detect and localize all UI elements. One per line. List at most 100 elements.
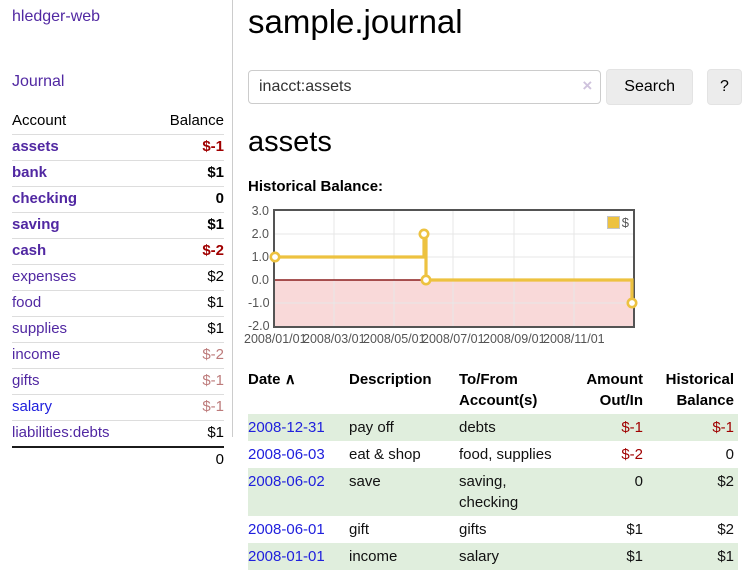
register-row: 2008-06-03 eat & shop food, supplies $-2… [248, 441, 738, 468]
account-row-supplies: supplies $1 [12, 316, 224, 343]
legend-label: $ [621, 215, 629, 230]
account-balance: $1 [207, 294, 224, 311]
x-tick-label: 2008/11/01 [543, 332, 605, 346]
register-header-row: Date ∧ Description To/From Account(s) Am… [248, 366, 738, 414]
x-tick-label: 2008/01/01 [244, 332, 307, 346]
search-button[interactable]: Search [606, 69, 693, 105]
transaction-amount: $1 [626, 548, 643, 565]
brand-link[interactable]: hledger-web [12, 8, 101, 25]
transaction-accounts: saving, checking [459, 473, 519, 511]
register-row: 2008-12-31 pay off debts $-1 $-1 [248, 414, 738, 441]
register-row: 2008-06-02 save saving, checking 0 $2 [248, 468, 738, 516]
account-link-income[interactable]: income [12, 346, 61, 363]
account-row-salary: salary $-1 [12, 394, 224, 421]
search-input-wrap: × [248, 70, 602, 104]
transaction-amount: $-1 [621, 419, 643, 436]
transaction-date-link[interactable]: 2008-06-03 [248, 446, 325, 463]
account-balance: $-1 [202, 398, 224, 415]
account-row-gifts: gifts $-1 [12, 368, 224, 395]
account-row-food: food $1 [12, 290, 224, 317]
account-balance: $-2 [202, 242, 224, 259]
register-header-account: To/From Account(s) [459, 371, 538, 409]
help-button[interactable]: ? [707, 69, 742, 105]
transaction-amount: $-2 [621, 446, 643, 463]
register-header-amount: Amount Out/In [586, 371, 643, 409]
account-link-expenses[interactable]: expenses [12, 268, 77, 285]
register-header-description: Description [349, 371, 432, 388]
y-tick-label: -2.0 [248, 319, 270, 333]
y-tick-label: -1.0 [248, 296, 270, 310]
transaction-amount: 0 [634, 473, 643, 490]
transaction-date-link[interactable]: 2008-06-01 [248, 521, 325, 538]
account-link-assets[interactable]: assets [12, 138, 59, 155]
y-tick-label: 0.0 [251, 273, 269, 287]
accounts-table: Account Balance assets $-1 bank $1 check… [12, 108, 224, 473]
transaction-description: eat & shop [349, 446, 421, 463]
transaction-description: save [349, 473, 381, 490]
transaction-balance: $1 [717, 548, 734, 565]
transaction-amount: $1 [626, 521, 643, 538]
register-header-date[interactable]: Date ∧ [248, 366, 345, 414]
accounts-total-value: 0 [215, 451, 224, 468]
account-balance: $1 [207, 424, 224, 441]
main-content: sample.journal × Search ? assets Histori… [244, 0, 742, 570]
account-balance: $-2 [202, 346, 224, 363]
account-row-cash: cash $-2 [12, 238, 224, 265]
account-balance: $-1 [202, 138, 224, 155]
x-tick-label: 2008/09/01 [483, 332, 546, 346]
account-row-checking: checking 0 [12, 186, 224, 213]
account-balance: $-1 [202, 372, 224, 389]
transaction-balance: 0 [725, 446, 734, 463]
account-row-assets: assets $-1 [12, 134, 224, 161]
y-tick-label: 1.0 [251, 250, 269, 264]
account-row-bank: bank $1 [12, 160, 224, 187]
account-link-salary[interactable]: salary [12, 398, 53, 415]
chart-legend: $ [606, 215, 629, 230]
x-tick-label: 2008/03/01 [303, 332, 366, 346]
plot-area: $ [269, 209, 638, 328]
account-link-liabilities-debts[interactable]: liabilities:debts [12, 424, 110, 441]
account-link-gifts[interactable]: gifts [12, 372, 40, 389]
legend-swatch-icon [606, 216, 620, 229]
transaction-date-link[interactable]: 2008-06-02 [248, 473, 325, 490]
chart-label: Historical Balance: [248, 178, 384, 195]
transaction-description: gift [349, 521, 370, 538]
sidebar-item-journal[interactable]: Journal [12, 73, 65, 90]
account-balance: 0 [215, 190, 224, 207]
account-link-food[interactable]: food [12, 294, 42, 311]
transaction-accounts: salary [459, 548, 500, 565]
transaction-date-link[interactable]: 2008-01-01 [248, 548, 325, 565]
account-balance: $1 [207, 216, 224, 233]
register-header-balance: Historical Balance [665, 371, 734, 409]
accounts-header-balance: Balance [169, 112, 224, 129]
account-balance: $1 [207, 320, 224, 337]
transaction-description: pay off [349, 419, 394, 436]
account-row-liabilities-debts: liabilities:debts $1 [12, 420, 224, 448]
account-balance: $2 [207, 268, 224, 285]
accounts-total-row: 0 [12, 447, 224, 473]
sidebar: hledger-web Journal Account Balance asse… [0, 0, 233, 468]
account-link-checking[interactable]: checking [12, 190, 78, 207]
transaction-date-link[interactable]: 2008-12-31 [248, 419, 325, 436]
account-page-title: assets [248, 126, 332, 158]
transaction-balance: $-1 [712, 419, 734, 436]
account-balance: $1 [207, 164, 224, 181]
account-link-saving[interactable]: saving [12, 216, 60, 233]
search-input[interactable] [248, 70, 602, 104]
register-row: 2008-06-01 gift gifts $1 $2 [248, 516, 738, 543]
account-link-cash[interactable]: cash [12, 242, 47, 259]
y-tick-label: 2.0 [251, 227, 269, 241]
account-link-bank[interactable]: bank [12, 164, 48, 181]
transaction-accounts: gifts [459, 521, 487, 538]
search-form: × Search ? [248, 69, 742, 105]
date-header-label: Date [248, 371, 281, 388]
account-link-supplies[interactable]: supplies [12, 320, 68, 337]
accounts-header-account: Account [12, 112, 67, 129]
transaction-description: income [349, 548, 398, 565]
clear-search-icon[interactable]: × [582, 76, 593, 95]
y-tick-label: 3.0 [251, 204, 269, 218]
sort-ascending-icon: ∧ [284, 371, 296, 388]
transaction-balance: $2 [717, 473, 734, 490]
historical-balance-chart: 3.0 2.0 1.0 0.0 -1.0 -2.0 [244, 203, 742, 349]
x-tick-label: 2008/07/01 [422, 332, 485, 346]
